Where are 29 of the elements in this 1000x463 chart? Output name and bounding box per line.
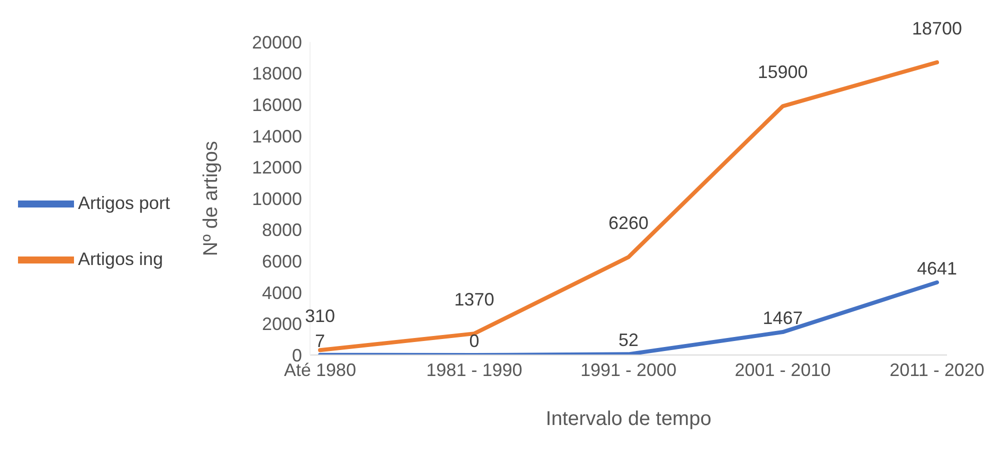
data-label: 7	[315, 330, 326, 351]
data-label: 310	[305, 306, 336, 326]
y-tick-label: 10000	[252, 188, 302, 209]
legend-label: Artigos ing	[78, 248, 164, 268]
y-tick-label: 18000	[252, 64, 302, 84]
data-label: 1467	[762, 308, 803, 328]
data-label: 4641	[916, 258, 958, 278]
x-tick-label: 2001 - 2010	[734, 360, 831, 380]
y-tick-label: 20000	[252, 32, 302, 52]
y-tick-label: 14000	[252, 126, 302, 146]
y-tick-label: 6000	[262, 251, 302, 272]
x-tick-label: 1991 - 2000	[580, 360, 677, 380]
x-tick-label: 2011 - 2020	[890, 360, 984, 380]
data-label: 1370	[454, 290, 494, 310]
y-tick-label: 8000	[262, 220, 302, 240]
x-axis-title: Intervalo de tempo	[546, 408, 712, 430]
data-label: 6260	[608, 213, 649, 234]
y-tick-label: 16000	[252, 94, 302, 115]
y-tick-label: 0	[292, 345, 302, 366]
y-tick-label: 2000	[262, 314, 302, 334]
data-label: 0	[469, 331, 480, 351]
y-tick-label: 4000	[262, 282, 302, 303]
data-label: 15900	[758, 62, 808, 82]
x-tick-label: 1981 - 1990	[426, 360, 522, 380]
y-axis-title: Nº de artigos	[200, 140, 222, 256]
data-label: 52	[618, 330, 639, 350]
legend-label: Artigos port	[78, 192, 170, 212]
data-label: 18700	[912, 18, 962, 38]
y-tick-label: 12000	[252, 158, 302, 178]
